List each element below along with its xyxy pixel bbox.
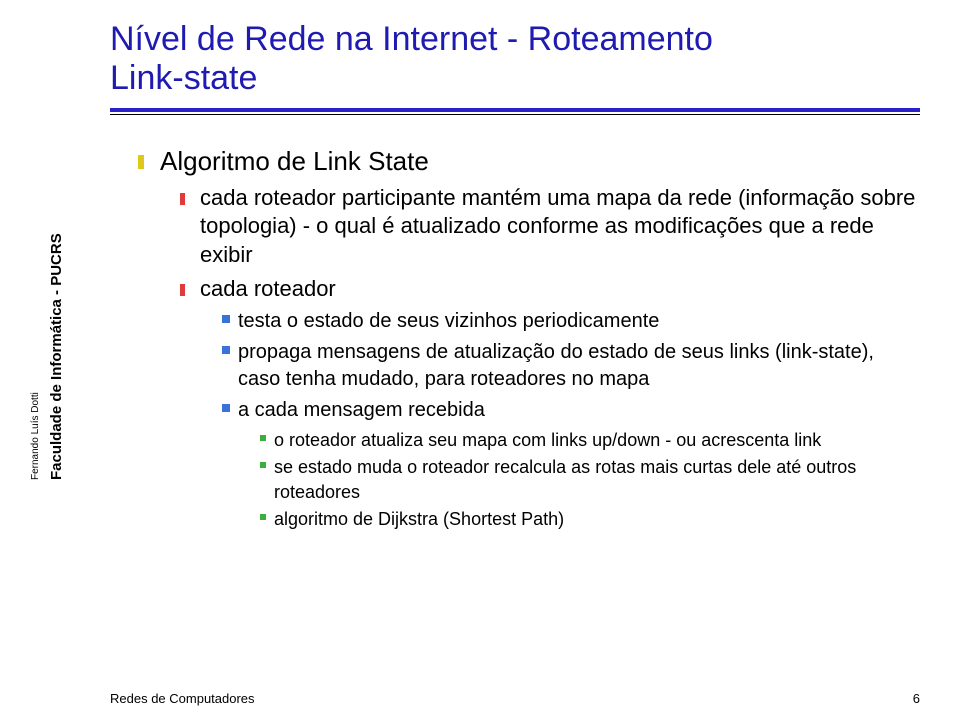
content-body: Algoritmo de Link State cada roteador pa… — [110, 145, 920, 531]
bullet-lvl2: cada roteador — [180, 275, 920, 304]
bullet-lvl3: testa o estado de seus vizinhos periodic… — [222, 308, 920, 335]
bullet-lvl3: propaga mensagens de atualização do esta… — [222, 339, 920, 393]
title-rule-thick — [110, 108, 920, 112]
footer-text: Redes de Computadores — [110, 691, 255, 706]
title-line-1: Nível de Rede na Internet - Roteamento — [110, 20, 920, 59]
slide: Nível de Rede na Internet - Roteamento L… — [0, 0, 960, 720]
side-author-label: Fernando Luís Dotti — [30, 392, 41, 480]
side-institution-label: Faculdade de Informática - PUCRS — [48, 233, 65, 480]
bullet-lvl1: Algoritmo de Link State — [138, 145, 920, 178]
page-number: 6 — [913, 691, 920, 706]
title-rule-thin — [110, 114, 920, 115]
title-line-2: Link-state — [110, 59, 920, 98]
bullet-lvl4: se estado muda o roteador recalcula as r… — [260, 455, 920, 504]
title-block: Nível de Rede na Internet - Roteamento L… — [110, 20, 920, 115]
bullet-lvl4: algoritmo de Dijkstra (Shortest Path) — [260, 507, 920, 531]
bullet-lvl2: cada roteador participante mantém uma ma… — [180, 184, 920, 270]
bullet-lvl3: a cada mensagem recebida — [222, 397, 920, 424]
bullet-lvl4: o roteador atualiza seu mapa com links u… — [260, 428, 920, 452]
